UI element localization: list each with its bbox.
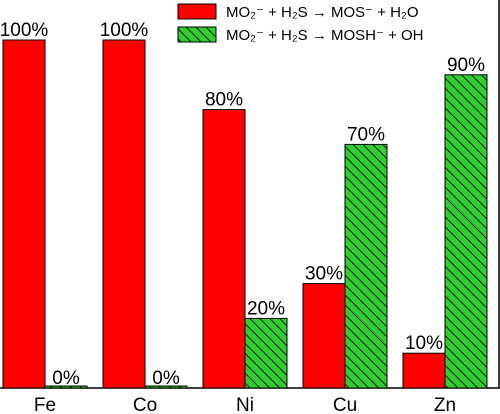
data-label-cu-series-1: 30% — [305, 264, 343, 285]
x-tick-label-co: Co — [133, 395, 157, 414]
bar-zn-series-2 — [444, 74, 488, 389]
bar-co-series-1 — [102, 39, 146, 389]
data-label-fe-series-1: 100% — [0, 20, 48, 41]
data-labels-group: 100% 0% 100% 0% 80% 20% 30% 70% 10% 90% — [0, 20, 485, 389]
bar-co-series-2 — [144, 385, 188, 389]
bar-cu-series-1 — [302, 283, 346, 389]
bar-zn-series-1 — [402, 352, 446, 389]
x-tick-label-zn: Zn — [434, 395, 456, 414]
data-label-ni-series-1: 80% — [205, 90, 243, 111]
data-label-cu-series-2: 70% — [347, 124, 385, 145]
data-label-ni-series-2: 20% — [247, 298, 285, 319]
legend-label-series-1: MO₂⁻ + H₂S → MOS⁻ + H₂O — [226, 4, 419, 21]
legend-swatch-series-1 — [177, 3, 217, 20]
x-ticks-group: Fe Co Ni Cu Zn — [34, 395, 456, 414]
data-label-zn-series-2: 90% — [447, 55, 485, 76]
x-tick-label-cu: Cu — [333, 395, 357, 414]
bar-fe-series-1 — [2, 39, 46, 389]
data-label-fe-series-2: 0% — [52, 368, 80, 389]
data-label-co-series-1: 100% — [100, 20, 149, 41]
legend-label-series-2: MO₂⁻ + H₂S → MOSH⁻ + OH — [226, 27, 424, 44]
data-label-zn-series-1: 10% — [405, 333, 443, 354]
bar-fe-series-2 — [44, 385, 88, 389]
legend: MO₂⁻ + H₂S → MOS⁻ + H₂O MO₂⁻ + H₂S → MOSH… — [177, 3, 424, 44]
legend-swatch-series-2 — [177, 26, 217, 43]
bar-cu-series-2 — [344, 143, 388, 389]
bar-ni-series-1 — [202, 109, 246, 389]
bar-ni-series-2 — [244, 317, 288, 389]
x-tick-label-ni: Ni — [236, 395, 254, 414]
x-tick-label-fe: Fe — [34, 395, 56, 414]
data-label-co-series-2: 0% — [152, 368, 180, 389]
bars-group — [2, 39, 488, 389]
